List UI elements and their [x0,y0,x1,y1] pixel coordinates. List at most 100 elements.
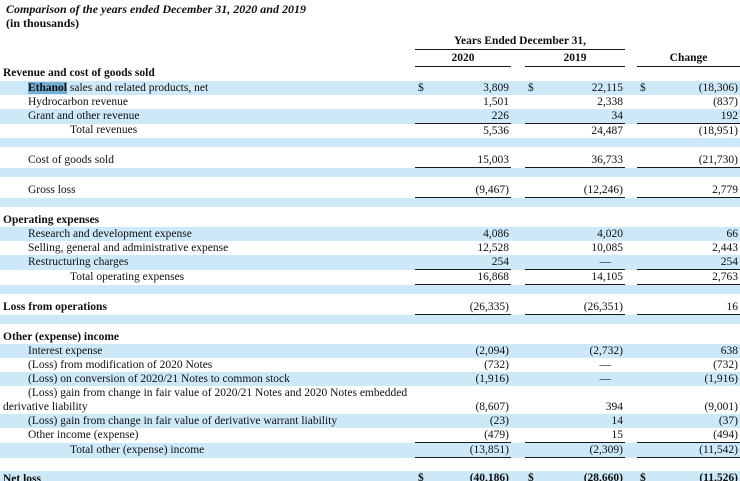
value-2020: 12,528 [477,241,509,254]
currency-symbol-change [637,372,651,386]
column-gap [511,344,525,358]
row-label: Gross loss [28,183,76,196]
column-gap [625,386,637,400]
column-gap [511,358,525,372]
table-row: Total operating expenses 16,868 14,105 2,76… [0,269,740,285]
column-gap [511,124,525,139]
value-2020: 15,003 [429,153,511,168]
column-gap [511,270,525,285]
value-2020: (13,851) [429,442,511,458]
currency-symbol-2020 [415,330,429,344]
span-header-row: Years Ended December 31, [0,33,740,50]
value-2020: (9,467) [429,183,511,198]
value-change: 16 [651,300,740,315]
value-2020: 3,809 [483,81,509,94]
value-change: 638 [720,344,738,357]
currency-symbol-2020 [415,442,429,458]
currency-symbol-change: $ [637,471,651,481]
currency-symbol-2020 [415,109,429,124]
column-gap [511,50,525,67]
spacer-cell [0,198,740,208]
currency-symbol-2020 [415,241,429,255]
spacer-row [0,167,740,178]
currency-symbol-change [637,414,651,428]
table-row: (Loss) gain from change in fair value of… [0,386,740,400]
value-change: (9,001) [704,400,738,413]
currency-symbol-2020 [415,153,429,168]
currency-symbol-2020 [415,358,429,372]
column-gap [511,95,525,109]
spacer-cell [0,168,740,178]
row-label: Operating expenses [3,213,100,226]
value-2019: (28,660) [539,471,625,481]
currency-symbol-change [637,227,651,241]
value-2019: (12,246) [539,183,625,198]
currency-symbol-2020 [415,300,429,315]
currency-symbol-2020 [415,414,429,428]
table-row: (Loss) on conversion of 2020/21 Notes to… [0,372,740,386]
table-row: Ethanol sales and related products, net $… [0,81,740,95]
page-subtitle: (in thousands) [6,16,80,30]
currency-symbol-change [637,183,651,198]
currency-symbol-2019 [525,358,539,372]
table-row: (Loss) gain from change in fair value of… [0,414,740,428]
empty-cell [637,33,740,50]
table-row: Hydrocarbon revenue 1,501 2,338 (837) [0,95,740,109]
value-change: (37) [718,414,738,427]
currency-symbol-change [637,300,651,315]
value-change: (18,951) [698,124,738,137]
value-2019: — [599,358,612,371]
column-gap [625,81,637,95]
value-2020: (26,335) [429,300,511,315]
empty-cell [0,50,415,67]
row-label: Total operating expenses [70,270,185,283]
column-gap [511,372,525,386]
currency-symbol-change [637,269,651,285]
column-gap [625,358,637,372]
column-gap [625,471,637,481]
currency-symbol-2019 [525,372,539,386]
currency-symbol-2020 [415,95,429,109]
value-2020: (1,916) [475,372,509,385]
column-gap [511,330,525,344]
currency-symbol-change [637,358,651,372]
currency-symbol-2019 [525,255,539,270]
comparison-table: Years Ended December 31, 2020 2019 Chang… [0,33,740,481]
column-gap [625,241,637,255]
column-gap [625,227,637,241]
value-2020: 16,868 [429,269,511,285]
value-change: (837) [713,95,738,108]
value-2020 [429,67,511,82]
table-row: Restructuring charges 254 — 254 [0,255,740,270]
table-row: Interest expense (2,094) (2,732) 638 [0,344,740,358]
currency-symbol-change [637,95,651,109]
currency-symbol-2019 [525,109,539,124]
currency-symbol-2019 [525,386,539,400]
row-label: Cost of goods sold [28,153,114,166]
column-gap [511,443,525,458]
row-label: Loss from operations [3,300,107,313]
value-2019 [539,67,625,82]
column-gap [625,153,637,168]
value-change: 2,779 [651,183,740,198]
spacer-row [0,458,740,472]
spacer-row [0,197,740,208]
value-2019: 34 [539,109,625,124]
column-header-row: 2020 2019 Change [0,49,740,67]
row-label: Revenue and cost of goods sold [3,67,155,80]
value-change: 2,443 [712,241,738,254]
value-change: (732) [713,358,738,371]
value-2019: 4,020 [597,227,623,240]
table-row: Cost of goods sold 15,003 36,733 (21,730) [0,153,740,168]
value-2019: 14,105 [539,269,625,285]
column-gap [511,213,525,227]
value-change: (18,306) [698,81,738,94]
currency-symbol-2020 [415,124,429,139]
column-gap [625,255,637,270]
currency-symbol-2019 [525,400,539,414]
currency-symbol-2019 [525,344,539,358]
row-label: derivative liability [3,400,88,413]
currency-symbol-2019 [525,241,539,255]
column-gap [511,153,525,168]
